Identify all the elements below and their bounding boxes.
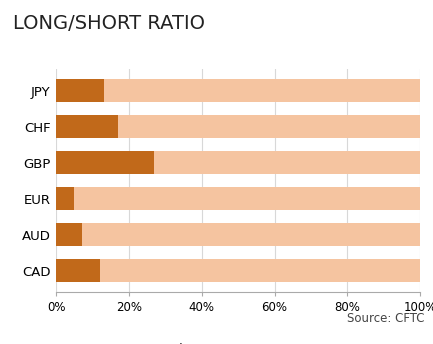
Bar [56,115,118,138]
Bar [56,151,155,174]
Bar [82,223,420,246]
Bar [155,151,420,174]
Bar [56,79,103,103]
Bar [56,187,74,210]
Bar [100,259,420,282]
Bar [56,223,82,246]
Text: Source: CFTC: Source: CFTC [347,312,424,325]
Bar [118,115,420,138]
Bar [74,187,420,210]
Legend: % Long, % Short: % Long, % Short [62,338,209,344]
Bar [103,79,420,103]
Text: LONG/SHORT RATIO: LONG/SHORT RATIO [13,14,205,33]
Bar [56,259,100,282]
